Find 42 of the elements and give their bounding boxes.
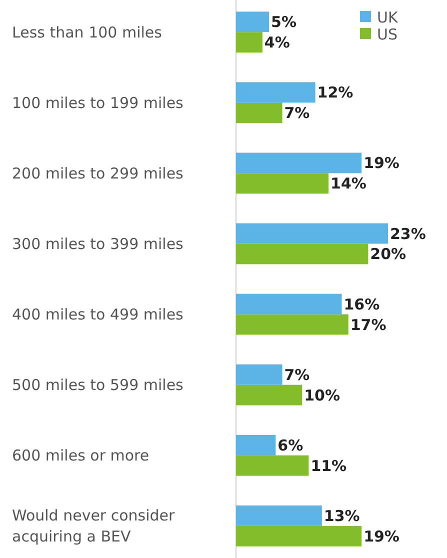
bar [236,434,276,456]
bar [236,173,329,194]
data-label: 7% [284,104,310,122]
y-tick-label: 400 miles to 499 miles [12,306,184,324]
data-label: 6% [278,436,304,454]
bar [236,82,316,103]
bar [236,384,302,406]
bar [236,314,348,335]
data-label: 23% [390,224,426,243]
data-label: 17% [350,316,386,334]
y-tick-label: 300 miles to 399 miles [12,234,184,253]
bar [236,152,362,174]
data-label: 4% [264,34,290,52]
y-tick-label: 500 miles to 599 miles [12,376,184,394]
bar [236,223,388,244]
data-label: 12% [317,84,354,102]
bar [236,455,309,476]
data-label: 7% [284,366,310,384]
data-label: 5% [271,13,297,32]
bar [236,244,368,264]
legend-label: UK [377,8,399,26]
y-tick-label: 600 miles or more [12,446,150,465]
y-tick-label: Would never consider acquiring a BEV [12,506,176,546]
data-label: 11% [310,456,347,475]
y-tick-label: 200 miles to 299 miles [12,164,184,182]
y-tick-label: 100 miles to 199 miles [12,94,184,112]
y-tick-label: Less than 100 miles [12,23,162,42]
bar [236,505,322,526]
data-label: 10% [304,386,340,404]
bar [236,294,342,314]
data-label: 13% [324,506,360,525]
data-label: 14% [330,174,366,193]
data-label: 16% [344,295,380,314]
bar [236,526,362,546]
bar [236,12,270,32]
data-label: 20% [370,245,406,264]
bar [236,102,282,124]
bar [236,364,282,385]
legend-label: US [377,25,398,44]
bar [236,32,262,53]
data-label: 19% [364,527,400,546]
data-label: 19% [364,154,400,172]
